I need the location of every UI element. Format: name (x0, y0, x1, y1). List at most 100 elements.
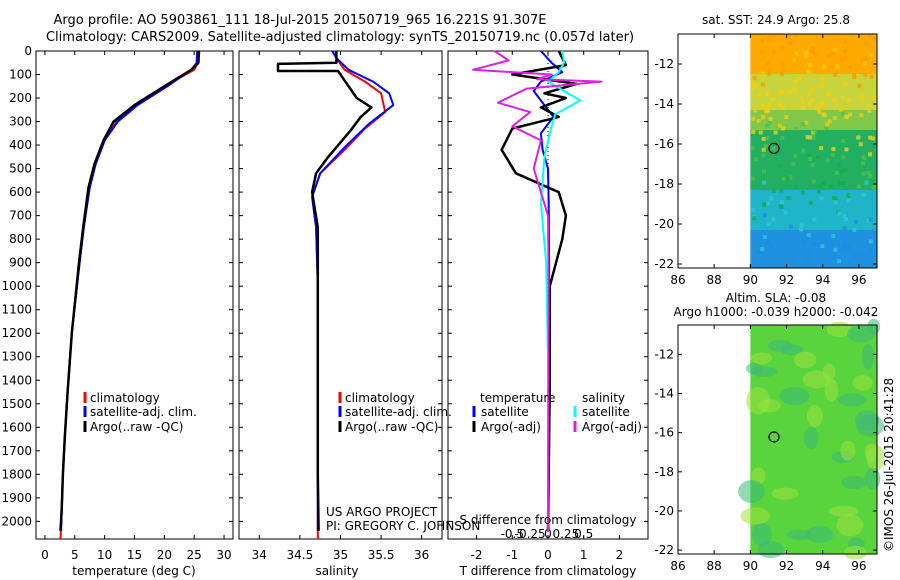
sst-pixel (836, 162, 841, 167)
sst-pixel (768, 67, 773, 72)
sst-pixel (807, 62, 812, 67)
temperature-ytick-label: 300 (9, 115, 32, 129)
sst-pixel (810, 162, 815, 167)
sst-pixel (835, 64, 840, 69)
temperature-ytick-label: 0 (24, 44, 32, 58)
sst-pixel (819, 146, 824, 151)
difference-xtick-label: -1 (506, 548, 518, 562)
sst-pixel (842, 39, 847, 44)
salinity-diff-tick-label: 0.5 (574, 527, 593, 541)
sst-pixel (843, 56, 848, 61)
sla-blob (836, 513, 864, 537)
sst-pixel (832, 98, 837, 103)
sst-pixel (833, 72, 838, 77)
legend-t-satellite: satellite (481, 405, 529, 419)
salinity-frame (238, 50, 443, 540)
temperature-legend-argo: Argo(..raw -QC) (90, 420, 183, 434)
pi-annotation: PI: GREGORY C. JOHNSON (326, 519, 480, 533)
sst-pixel (761, 169, 766, 174)
sst-pixel (830, 152, 835, 157)
sst-pixel (858, 142, 863, 147)
sst-pixel (785, 176, 790, 181)
temperature-ytick-label: 500 (9, 162, 32, 176)
sst-pixel (804, 54, 809, 59)
sla-blob (864, 467, 881, 490)
difference-xtick-label: 1 (580, 548, 588, 562)
temperature-panel: 0 5 10 15 20 25 300100200300400500600700800900… (1, 44, 234, 562)
sst-pixel (750, 176, 755, 181)
salinity-panel: 34 34.5 35 35.5 36 (238, 50, 443, 562)
map-frame-3 (677, 33, 878, 269)
map3-xtick-label: 88 (707, 273, 722, 287)
sst-pixel (767, 120, 772, 125)
sst-pixel (779, 200, 784, 205)
sst-pixel (764, 109, 769, 114)
sst-pixel (811, 135, 816, 140)
salinity-legend-sat: satellite-adj. clim. (345, 405, 452, 419)
sst-pixel (868, 217, 873, 222)
sst-pixel (771, 146, 776, 151)
sla-blob (841, 475, 867, 490)
sst-pixel (772, 50, 777, 55)
sst-pixel (762, 180, 767, 185)
sst-pixel (798, 76, 803, 81)
sst-pixel (860, 94, 865, 99)
sst-pixel (869, 74, 874, 79)
sst-pixel (801, 239, 806, 244)
sst-pixel (844, 147, 849, 152)
sst-pixel (832, 116, 837, 121)
sst-pixel (798, 227, 803, 232)
sst-pixel (761, 115, 766, 120)
sst-pixel (834, 170, 839, 175)
sst-pixel (765, 201, 770, 206)
sst-pixel (761, 153, 766, 158)
sst-pixel (839, 169, 844, 174)
sst-pixel (828, 184, 833, 189)
sst-pixel (842, 181, 847, 186)
sst-pixel (866, 34, 871, 39)
temperature-ytick-label: 600 (9, 185, 32, 199)
sst-pixel (833, 47, 838, 52)
sst-pixel (864, 180, 869, 185)
sla-blob (837, 393, 867, 407)
sst-pixel (760, 82, 765, 87)
sst-pixel (856, 184, 861, 189)
sst-pixel (866, 218, 871, 223)
sst-pixel (815, 106, 820, 111)
sst-pixel (854, 219, 859, 224)
salinity-diff-tick-label: 0 (544, 527, 552, 541)
sst-pixel (760, 247, 765, 252)
sst-pixel (831, 234, 836, 239)
temperature-frame (35, 50, 234, 540)
credit-text: ©IMOS 26-Jul-2015 20:41:28 (882, 378, 896, 552)
sst-pixel (804, 51, 809, 56)
sst-pixel (765, 61, 770, 66)
sst-pixel (751, 129, 756, 134)
map-frame-4 (677, 324, 878, 555)
sst-pixel (869, 239, 874, 244)
sst-pixel (770, 34, 775, 39)
sst-pixel (750, 146, 755, 151)
difference-series-t-argo-adj- (500, 50, 578, 531)
salinity-diff-tick-label: 0.25 (552, 527, 579, 541)
sst-pixel (807, 70, 812, 75)
title-line1: Argo profile: AO 5903861_111 18-Jul-2015… (53, 13, 546, 28)
sla-blob (824, 378, 839, 402)
salinity-xtick-label: 34.5 (287, 548, 314, 562)
sst-pixel (783, 210, 788, 215)
legend-t-argo: Argo(-adj) (481, 420, 541, 434)
sst-pixel (760, 71, 765, 76)
temperature-ytick-label: 1100 (1, 303, 32, 317)
sst-pixel (778, 103, 783, 108)
sst-pixel (779, 90, 784, 95)
sla-blob (803, 426, 819, 450)
sst-pixel (846, 261, 851, 266)
sla-blob (864, 443, 878, 463)
sst-pixel (777, 123, 782, 128)
sst-pixel (766, 108, 771, 113)
sst-pixel (843, 82, 848, 87)
temperature-series-argo-raw-qc- (59, 50, 201, 531)
legend-s-argo: Argo(-adj) (582, 420, 642, 434)
temperature-xtick-label: 30 (216, 548, 231, 562)
map3-xtick-label: 92 (779, 273, 794, 287)
